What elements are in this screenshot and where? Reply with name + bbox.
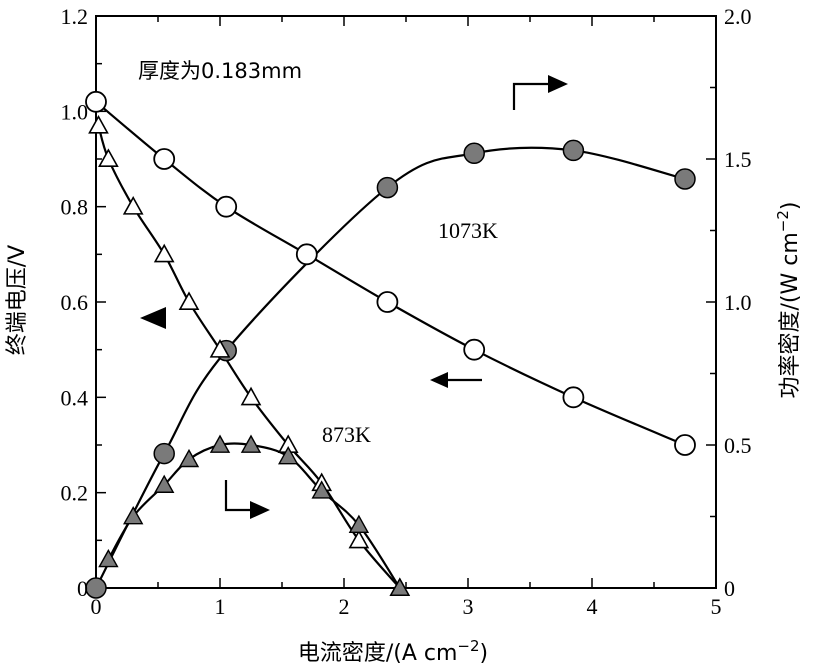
tick-labels: 0 1 2 3 4 500.20.40.60.81.01.200.51.01.52.0 xyxy=(61,4,752,619)
y-left-tick-label: 0.6 xyxy=(61,290,89,315)
x-tick-label: 3 xyxy=(463,594,474,619)
open-circle-point xyxy=(562,386,585,409)
arrow-right-power-low xyxy=(224,480,270,519)
open-circle-point xyxy=(85,90,107,113)
open-circle-point xyxy=(463,338,486,361)
x-tick-label: 5 xyxy=(711,594,722,619)
x-axis-title: 电流密度/(A cm−2) xyxy=(298,637,488,666)
open-triangle-point xyxy=(122,196,144,215)
filled-circle-point xyxy=(674,168,696,190)
filled-triangle-point xyxy=(311,480,332,499)
open-triangle-point xyxy=(209,339,231,358)
filled-triangle-point xyxy=(209,434,231,453)
open-circle-point xyxy=(153,148,176,170)
y-right-tick-label: 1.0 xyxy=(724,290,752,315)
open-circle-point xyxy=(674,434,696,456)
series-3-curve xyxy=(107,442,401,589)
arrow-left-voltage-high xyxy=(430,372,482,388)
y-left-tick-label: 0.8 xyxy=(61,195,89,220)
open-triangle-point xyxy=(153,243,175,263)
x-tick-label: 2 xyxy=(339,594,350,619)
filled-triangle-point xyxy=(123,506,144,525)
y-right-tick-label: 1.5 xyxy=(724,147,752,172)
axes xyxy=(95,15,717,589)
series-0-curve xyxy=(95,100,686,447)
filled-circle-point xyxy=(562,139,585,162)
y-right-tick-label: 0 xyxy=(724,576,735,601)
filled-triangle-point xyxy=(178,448,200,468)
y-left-tick-label: 1.0 xyxy=(61,99,89,124)
y-left-tick-label: 0.2 xyxy=(61,481,89,506)
temp-873k-label: 873K xyxy=(322,422,371,447)
thickness-annotation: 厚度为0.183mm xyxy=(138,59,302,83)
open-triangle-point xyxy=(178,291,200,311)
filled-circle-point xyxy=(153,442,175,465)
filled-triangle-point xyxy=(389,577,410,596)
filled-triangle-point xyxy=(98,548,119,568)
filled-triangle-point xyxy=(240,434,262,453)
open-circle-point xyxy=(215,195,238,218)
fit-curves xyxy=(95,100,686,589)
open-circle-point xyxy=(376,291,399,313)
y-left-tick-label: 0.4 xyxy=(61,385,89,410)
right-y-axis-title: 功率密度/(W cm−2) xyxy=(774,202,803,399)
filled-circle-point xyxy=(463,142,485,165)
open-triangle-point xyxy=(240,386,262,406)
data-markers xyxy=(85,90,696,599)
arrow-left-voltage-low xyxy=(140,307,166,329)
series-1-curve xyxy=(95,146,686,589)
open-triangle-point xyxy=(348,529,370,549)
y-left-tick-label: 1.2 xyxy=(61,4,89,29)
open-triangle-point xyxy=(88,114,109,134)
y-left-tick-label: 0 xyxy=(77,576,88,601)
left-y-axis-title: 终端电压/V xyxy=(5,245,30,355)
temp-1073k-label: 1073K xyxy=(438,218,498,243)
filled-triangle-point xyxy=(154,474,175,493)
filled-triangle-point xyxy=(348,514,370,533)
filled-triangle-point xyxy=(278,445,299,465)
x-tick-label: 4 xyxy=(587,594,598,619)
y-right-tick-label: 0.5 xyxy=(724,433,752,458)
open-circle-point xyxy=(295,243,318,266)
open-triangle-point xyxy=(98,148,119,167)
arrow-right-power-high xyxy=(512,75,568,110)
y-right-tick-label: 2.0 xyxy=(724,4,752,29)
filled-circle-point xyxy=(85,577,107,599)
x-tick-label: 1 xyxy=(215,594,226,619)
filled-circle-point xyxy=(376,176,399,199)
x-tick-label: 0 xyxy=(91,594,102,619)
